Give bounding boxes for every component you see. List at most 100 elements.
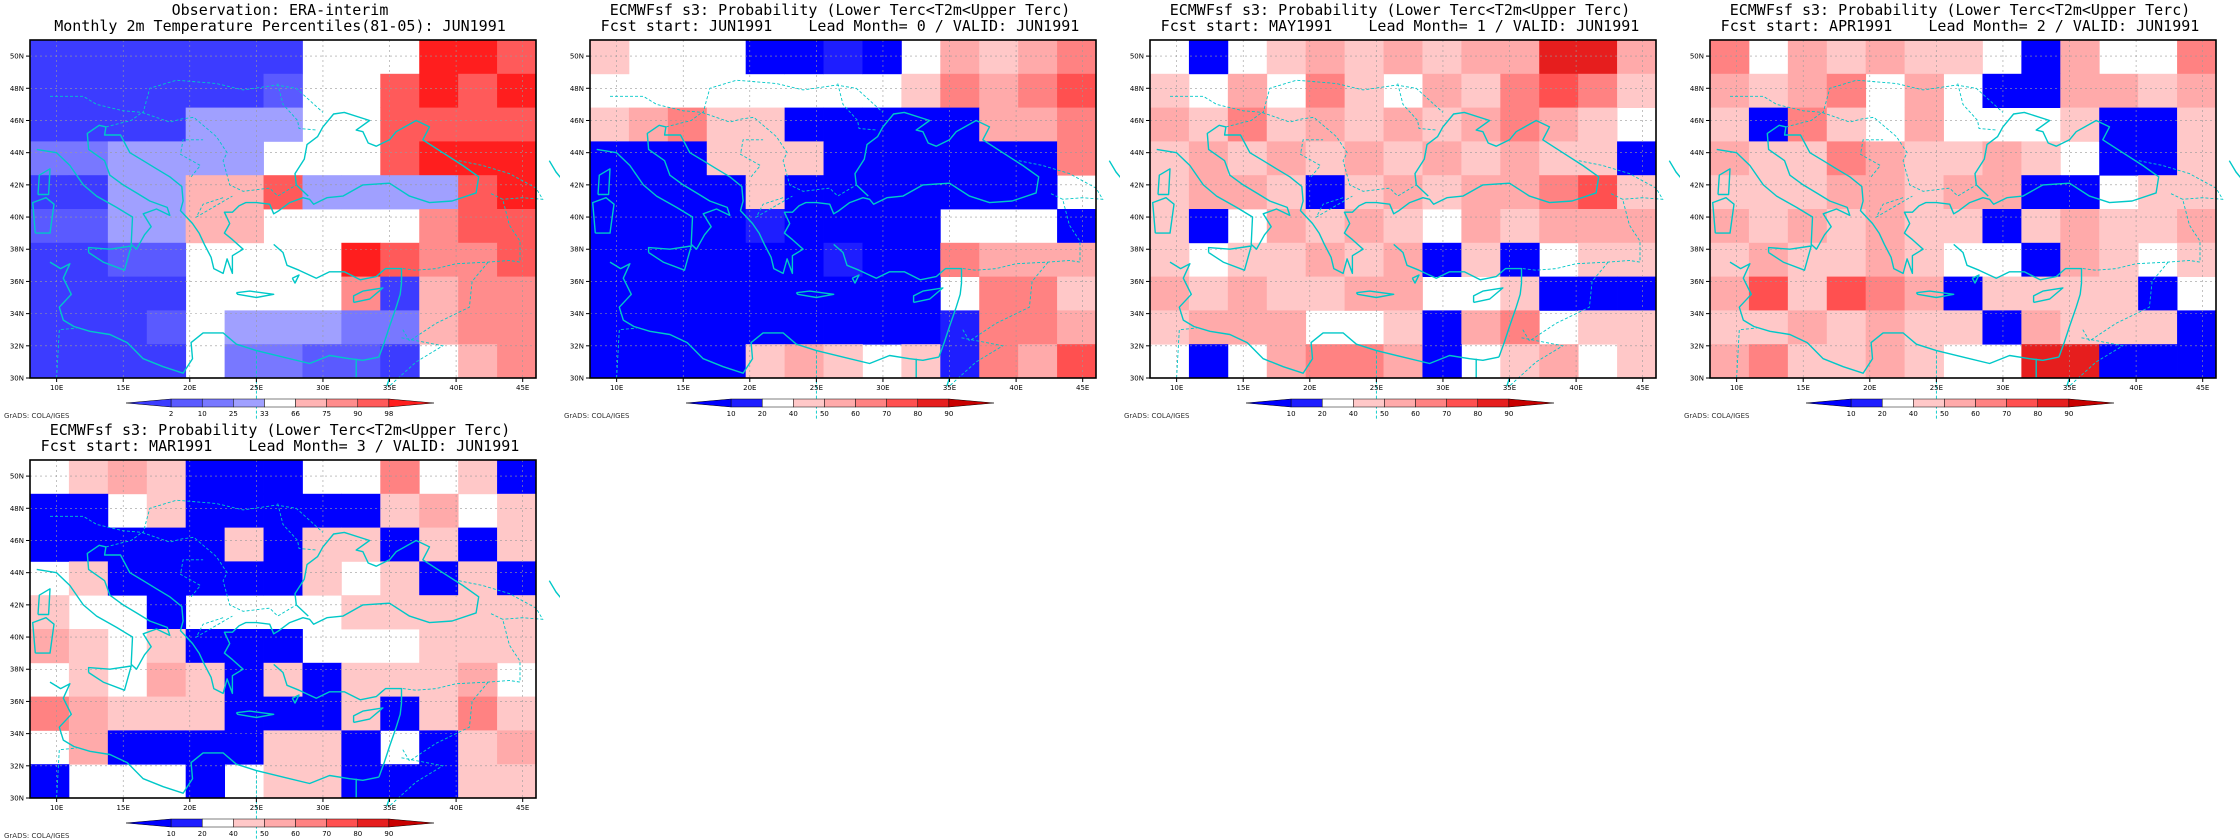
x-tick-label: 30E [316,384,329,392]
x-tick-label: 40E [449,384,462,392]
data-cell [419,764,459,799]
data-cell [1578,242,1618,277]
x-tick-label: 10E [1730,384,1743,392]
data-cell [146,493,187,528]
coastline [235,710,275,719]
data-cell [458,276,498,311]
data-cell [590,310,630,345]
data-cell [1943,310,1983,345]
data-cell [979,175,1019,210]
data-cell [2021,175,2061,210]
data-cell [628,344,669,379]
data-cell [1305,40,1346,75]
data-cell [1383,141,1423,176]
data-cell [146,209,187,244]
data-cell [823,242,863,277]
x-tick-label: 15E [677,384,690,392]
data-cell [263,493,303,528]
data-cell [2021,40,2061,75]
country-border [1170,79,1444,113]
plot-frame [29,459,537,799]
data-cell [1539,40,1579,75]
data-cell [1422,310,1462,345]
map-plot: 10E 15E 20E 25E 30E 35E 40E 45E 30N 32N 34N 36N 38N 4… [1130,39,1680,420]
data-cell [1826,73,1867,108]
coastline [1355,290,1395,299]
data-cell [341,175,381,210]
y-tick-label: 44N [10,149,24,157]
data-cell [1787,344,1828,379]
data-cell [706,209,747,244]
data-cell [1383,107,1423,142]
y-tick-label: 50N [10,53,24,61]
data-cell [823,40,863,75]
x-tick-label: 30E [1996,384,2009,392]
coastline [1152,197,1175,234]
country-border [180,139,204,178]
colorbar-label: 33 [260,410,269,418]
data-cell [706,141,747,176]
y-tick-label: 30N [10,795,24,803]
data-cell [341,310,381,345]
y-tick-label: 38N [570,246,584,254]
colorbar-segment [2006,398,2039,408]
data-cell [1826,276,1867,311]
data-cell [458,107,498,142]
y-tick-label: 36N [1690,278,1704,286]
data-cell [107,561,148,596]
data-cell [745,276,786,311]
data-cell [146,344,187,379]
data-cell [185,561,226,596]
colorbar-segment [2037,398,2070,408]
data-cell [263,527,303,562]
data-cell [1578,209,1618,244]
country-border [277,503,318,551]
data-cell [30,629,70,664]
data-cell [2021,344,2061,379]
country-border [195,195,233,219]
x-tick-label: 35E [1503,384,1516,392]
panel-title-line1: ECMWFsf s3: Probability (Lower Terc<T2m<… [1729,1,2191,19]
y-tick-label: 44N [1130,149,1144,157]
data-cell [1461,242,1501,277]
data-cell [1266,310,1307,345]
coastline [1207,245,1252,271]
data-cell [940,141,980,176]
data-cell [224,73,264,108]
data-cell [458,310,498,345]
data-cell [1383,242,1423,277]
data-cell [940,344,980,379]
data-cell [1344,73,1384,108]
data-cell [419,40,459,75]
data-cell [1578,40,1618,75]
x-tick-label: 25E [1370,384,1383,392]
data-cell [706,107,747,142]
data-cell [146,629,187,664]
x-tick-label: 30E [876,384,889,392]
data-cell [30,107,70,142]
data-cell [107,141,148,176]
colorbar-segment [295,398,327,408]
data-cell [107,730,148,765]
data-cell [1617,175,1657,210]
data-cell [497,344,537,379]
coastline [1953,243,2083,358]
data-cell [341,344,381,379]
map-plot: 10E 15E 20E 25E 30E 35E 40E 45E 30N 32N 34N 36N 38N 4… [10,459,560,840]
data-cell [263,662,303,697]
y-tick-label: 46N [1690,117,1704,125]
colorbar-label: 25 [229,410,238,418]
coastline [32,617,55,654]
data-cell [380,242,420,277]
data-cell [1904,209,1944,244]
data-cell [1826,209,1867,244]
data-cell [590,40,630,75]
colorbar-label: 80 [1473,410,1482,418]
data-cell [1383,40,1423,75]
data-cell [2138,141,2178,176]
data-cell [1500,310,1540,345]
data-cell [224,561,264,596]
country-border [1176,327,1197,379]
data-cell [68,73,109,108]
data-cell [1904,276,1944,311]
